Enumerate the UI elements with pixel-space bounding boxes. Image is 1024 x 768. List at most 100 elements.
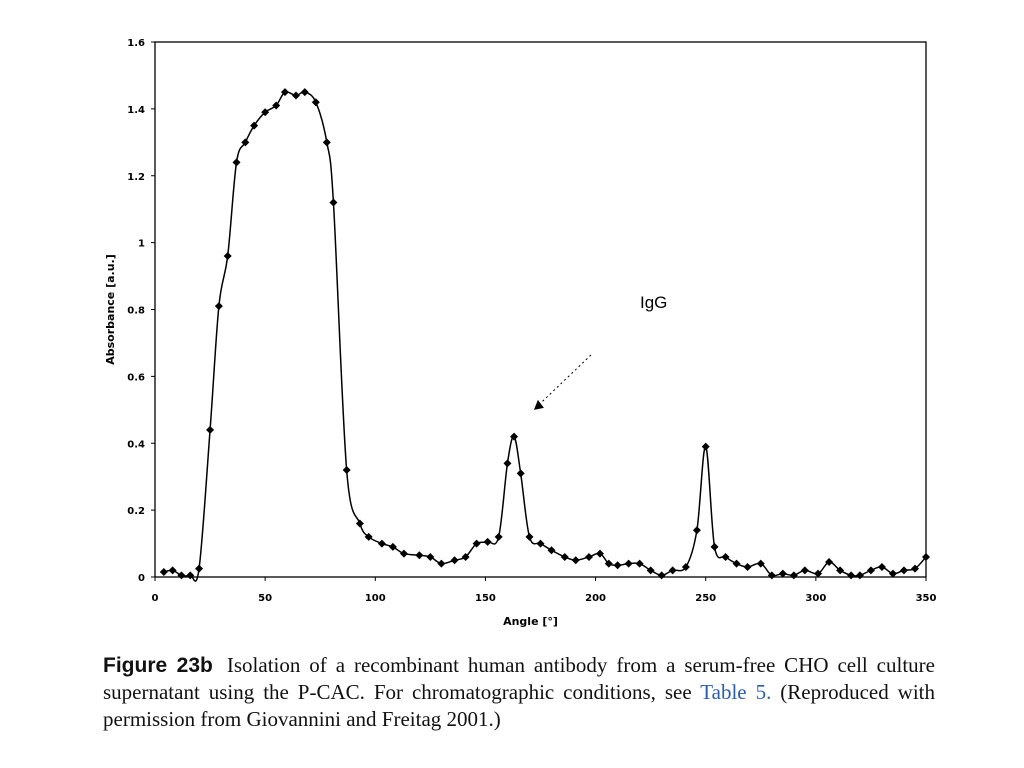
data-point-marker [291, 91, 300, 100]
data-point-marker [364, 532, 373, 541]
data-point-marker [195, 564, 204, 573]
data-point-marker [322, 138, 331, 147]
data-point-marker [922, 552, 930, 561]
data-point-marker [186, 571, 195, 580]
data-point-marker [855, 571, 864, 580]
x-tick-label: 150 [475, 593, 496, 604]
data-point-marker [877, 562, 886, 571]
data-point-marker [426, 552, 435, 561]
data-point-marker [159, 567, 168, 576]
data-point-marker [899, 566, 908, 575]
data-point-marker [910, 564, 919, 573]
data-point-marker [280, 88, 289, 97]
x-tick-label: 250 [695, 593, 716, 604]
x-tick-label: 0 [152, 593, 159, 604]
data-point-marker [261, 108, 270, 117]
data-point-marker [461, 552, 470, 561]
data-point-marker [272, 101, 281, 110]
figure-label: Figure 23b [103, 654, 213, 677]
series-layer [159, 88, 930, 582]
data-point-marker [177, 571, 186, 580]
data-point-marker [300, 88, 309, 97]
data-point-marker [681, 562, 690, 571]
data-point-marker [613, 561, 622, 570]
data-point-marker [701, 442, 710, 451]
data-point-marker [778, 569, 787, 578]
data-point-marker [584, 552, 593, 561]
y-tick-label: 0.4 [127, 439, 145, 450]
data-point-marker [168, 566, 177, 575]
y-tick-label: 1.6 [127, 38, 145, 49]
data-point-marker [732, 559, 741, 568]
data-point-marker [399, 549, 408, 558]
data-point-marker [888, 569, 897, 578]
y-tick-label: 0 [138, 573, 145, 584]
data-point-marker [450, 556, 459, 565]
data-point-marker [866, 566, 875, 575]
y-tick-label: 0.8 [127, 306, 145, 317]
data-point-marker [743, 562, 752, 571]
y-tick-label: 1.2 [127, 172, 145, 183]
data-point-marker [377, 539, 386, 548]
data-point-marker [516, 469, 525, 478]
data-point-marker [342, 466, 351, 474]
annotation-layer: IgG [533, 293, 667, 410]
x-tick-label: 50 [258, 593, 272, 604]
data-point-marker [710, 542, 719, 551]
x-tick-label: 350 [916, 593, 937, 604]
data-point-marker [388, 542, 397, 551]
chromatogram-chart: 0 0.2 0.4 0.6 0.8 1 1.2 1.4 1.6 0 50 100 150 200 250 3… [104, 38, 937, 628]
data-point-marker [483, 537, 492, 546]
annotation-arrow-line [539, 354, 592, 405]
data-point-marker [814, 569, 823, 578]
data-point-marker [668, 566, 677, 575]
data-point-marker [536, 539, 545, 548]
x-tick-label: 300 [805, 593, 826, 604]
y-tick-label: 0.6 [127, 372, 145, 383]
x-tick-label: 100 [365, 593, 386, 604]
data-point-marker [800, 566, 809, 575]
caption-credit: (Reproduced with permission from Giovann… [103, 680, 936, 731]
data-point-marker [510, 432, 519, 441]
data-point-marker [355, 519, 364, 528]
data-point-marker [232, 158, 241, 167]
data-point-marker [223, 252, 232, 260]
data-point-marker [604, 559, 613, 568]
data-point-marker [756, 559, 765, 568]
data-point-marker [250, 121, 259, 130]
series-line [163, 91, 927, 582]
data-point-marker [595, 549, 604, 558]
data-point-marker [503, 459, 512, 468]
table-link[interactable]: Table 5. [700, 680, 772, 704]
y-axis-ticks: 0 0.2 0.4 0.6 0.8 1 1.2 1.4 1.6 [127, 38, 155, 584]
data-point-marker [415, 551, 424, 560]
data-point-marker [767, 571, 776, 580]
data-point-marker [329, 198, 338, 207]
data-point-marker [657, 571, 666, 580]
plot-border [154, 41, 927, 578]
x-tick-label: 200 [585, 593, 606, 604]
data-point-marker [206, 425, 215, 434]
data-point-marker [437, 559, 446, 568]
data-point-marker [836, 566, 845, 575]
figure-caption: Figure 23b Isolation of a recombinant hum… [103, 652, 935, 733]
annotation-label: IgG [640, 293, 667, 312]
y-tick-label: 1.4 [127, 105, 145, 116]
data-point-marker [241, 138, 250, 147]
data-point-marker [789, 571, 798, 580]
data-point-marker [721, 552, 730, 561]
data-point-marker [547, 546, 556, 555]
x-axis-title: Angle [°] [503, 615, 558, 628]
plot-frame [154, 41, 927, 578]
data-point-marker [311, 98, 320, 107]
caption-text: Isolation of a recombinant human antibod… [103, 653, 935, 704]
data-point-marker [525, 532, 534, 541]
data-point-marker [494, 532, 503, 541]
annotation-arrowhead [533, 399, 544, 410]
data-point-marker [571, 556, 580, 565]
data-point-marker [692, 526, 701, 535]
data-point-marker [646, 566, 655, 575]
data-point-marker [825, 557, 834, 566]
data-point-marker [847, 571, 856, 580]
data-point-marker [560, 552, 569, 561]
